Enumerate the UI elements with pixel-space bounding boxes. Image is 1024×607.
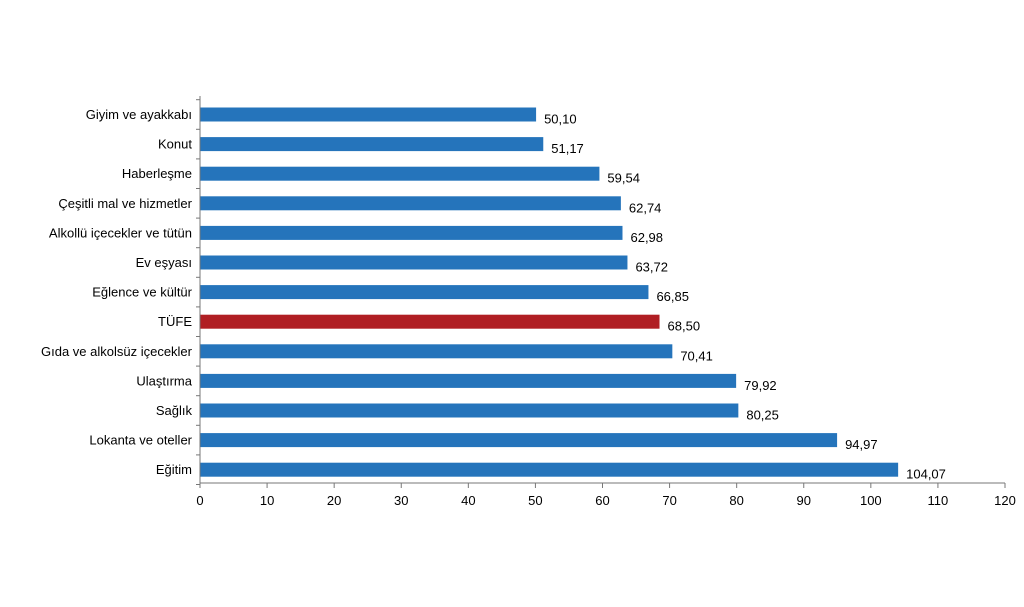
bar-0 bbox=[200, 107, 537, 122]
value-label-11: 94,97 bbox=[845, 437, 878, 452]
bar-9 bbox=[200, 373, 737, 388]
category-label-1: Konut bbox=[158, 137, 192, 152]
bar-10 bbox=[200, 403, 739, 418]
x-tick-label-0: 0 bbox=[196, 493, 203, 508]
x-tick-label-2: 20 bbox=[327, 493, 341, 508]
value-labels-group: 50,10 51,17 59,54 62,74 62,98 63,72 66,85 68,50… bbox=[544, 112, 946, 482]
x-tick-label-5: 50 bbox=[528, 493, 542, 508]
x-tick-label-4: 40 bbox=[461, 493, 475, 508]
bar-6 bbox=[200, 285, 649, 300]
category-label-8: Gıda ve alkolsüz içecekler bbox=[41, 344, 193, 359]
value-label-9: 79,92 bbox=[744, 378, 777, 393]
value-label-12: 104,07 bbox=[906, 467, 946, 482]
x-tick-label-8: 80 bbox=[729, 493, 743, 508]
category-label-0: Giyim ve ayakkabı bbox=[86, 107, 192, 122]
value-label-2: 59,54 bbox=[607, 171, 640, 186]
x-tick-label-6: 60 bbox=[595, 493, 609, 508]
category-label-10: Sağlık bbox=[156, 403, 193, 418]
category-label-9: Ulaştırma bbox=[136, 373, 192, 388]
bar-2 bbox=[200, 166, 600, 181]
category-label-11: Lokanta ve oteller bbox=[89, 433, 192, 448]
value-label-5: 63,72 bbox=[635, 260, 668, 275]
value-label-8: 70,41 bbox=[680, 348, 713, 363]
value-label-4: 62,98 bbox=[630, 230, 663, 245]
category-label-5: Ev eşyası bbox=[136, 255, 192, 270]
bar-5 bbox=[200, 255, 628, 270]
category-label-4: Alkollü içecekler ve tütün bbox=[49, 225, 192, 240]
category-label-12: Eğitim bbox=[156, 462, 192, 477]
x-tick-label-12: 120 bbox=[994, 493, 1016, 508]
category-label-3: Çeşitli mal ve hizmetler bbox=[58, 196, 192, 211]
bar-1 bbox=[200, 137, 544, 152]
value-label-6: 66,85 bbox=[656, 289, 689, 304]
value-label-1: 51,17 bbox=[551, 141, 584, 156]
category-label-6: Eğlence ve kültür bbox=[92, 285, 192, 300]
x-ticks-group: 0 10 20 30 40 50 60 70 80 90 100 110 120 bbox=[196, 483, 1016, 508]
x-tick-label-9: 90 bbox=[797, 493, 811, 508]
value-label-10: 80,25 bbox=[746, 408, 779, 423]
value-label-0: 50,10 bbox=[544, 112, 577, 127]
value-label-7: 68,50 bbox=[668, 319, 701, 334]
bar-3 bbox=[200, 196, 621, 211]
bar-11 bbox=[200, 433, 838, 448]
value-label-3: 62,74 bbox=[629, 200, 662, 215]
x-tick-label-7: 70 bbox=[662, 493, 676, 508]
category-labels-group: Giyim ve ayakkabı Konut Haberleşme Çeşitli … bbox=[41, 107, 193, 477]
bar-7 bbox=[200, 314, 660, 329]
bar-8 bbox=[200, 344, 673, 359]
x-tick-label-3: 30 bbox=[394, 493, 408, 508]
bar-4 bbox=[200, 225, 623, 240]
category-label-7: TÜFE bbox=[158, 314, 192, 329]
category-label-2: Haberleşme bbox=[122, 166, 192, 181]
x-tick-label-10: 100 bbox=[860, 493, 882, 508]
x-tick-label-1: 10 bbox=[260, 493, 274, 508]
bars-group bbox=[200, 107, 899, 477]
x-tick-label-11: 110 bbox=[928, 493, 949, 508]
bar-12 bbox=[200, 462, 899, 477]
